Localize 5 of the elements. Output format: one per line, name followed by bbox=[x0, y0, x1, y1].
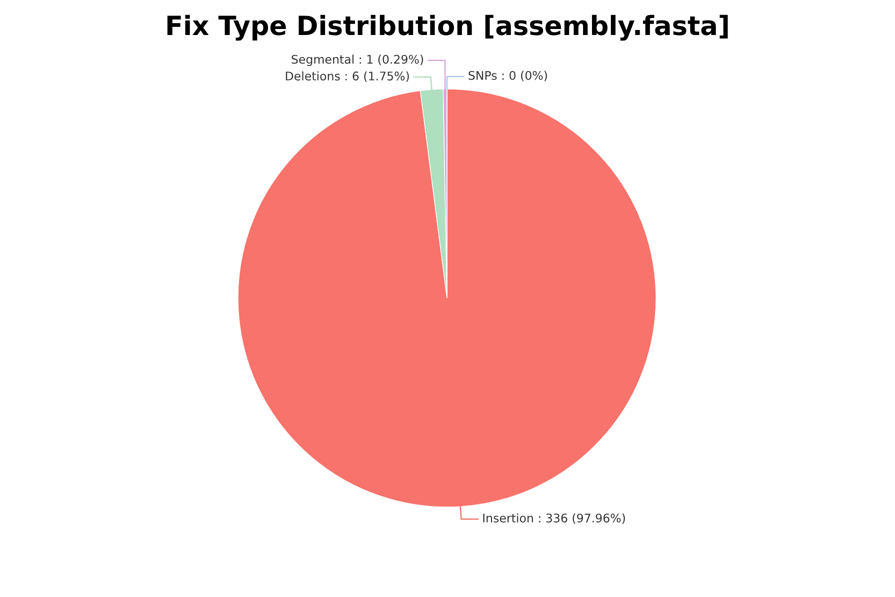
legend-label: SNPs : 0 (0%) bbox=[468, 70, 547, 82]
slice-label: Segmental : 1 (0.29%) bbox=[292, 54, 424, 66]
slice-label: Insertion : 336 (97.96%) bbox=[483, 513, 625, 524]
chart-title: Fix Type Distribution [assembly.fasta] bbox=[167, 14, 728, 41]
slice-label: Deletions : 6 (1.75%) bbox=[286, 71, 409, 82]
